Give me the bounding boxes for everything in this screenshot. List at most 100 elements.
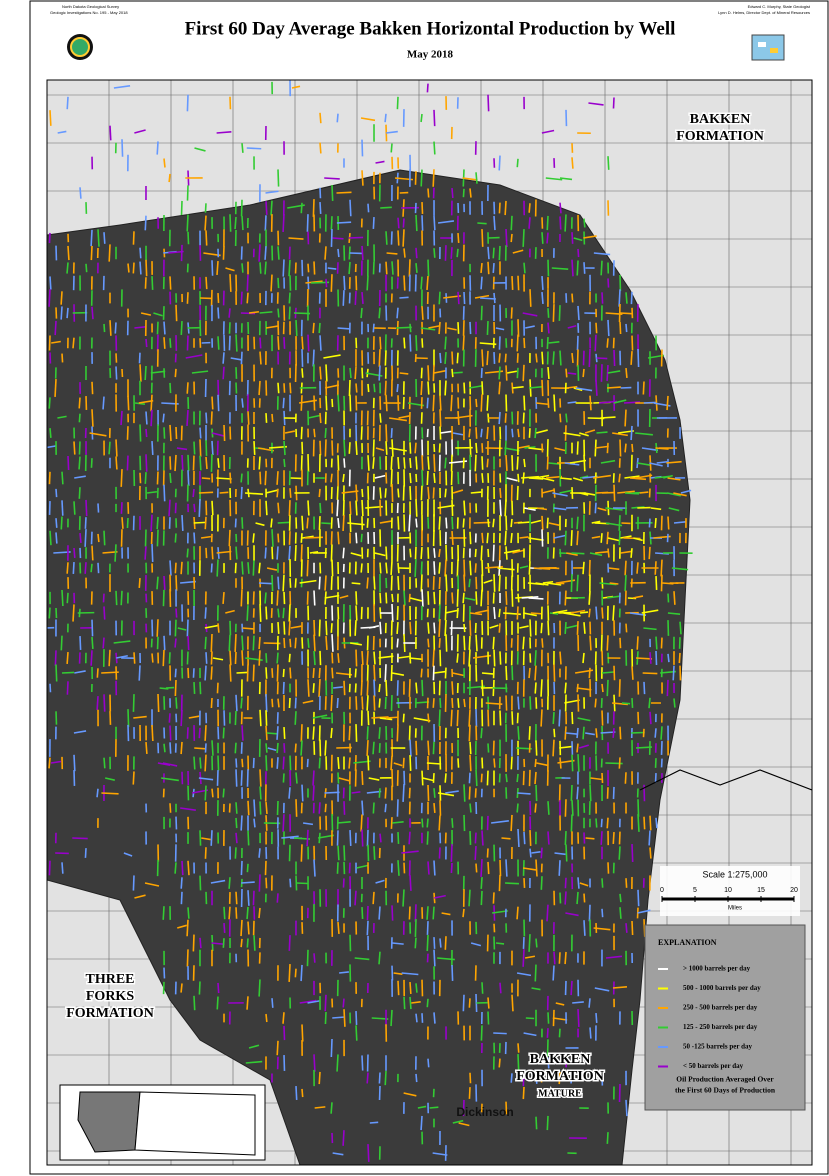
well	[547, 620, 550, 636]
well	[384, 350, 387, 366]
well	[49, 428, 52, 438]
well	[277, 521, 291, 524]
well	[324, 384, 340, 389]
well	[67, 245, 70, 261]
well	[607, 386, 621, 389]
well	[481, 672, 495, 675]
well	[415, 263, 418, 273]
well	[432, 906, 435, 920]
well	[60, 516, 63, 530]
well	[283, 337, 286, 349]
well	[420, 668, 423, 678]
well	[505, 1101, 508, 1115]
well	[372, 261, 375, 275]
well	[559, 651, 562, 665]
well	[271, 413, 274, 423]
well	[240, 770, 243, 786]
well	[444, 667, 447, 679]
well	[437, 792, 455, 797]
well	[588, 559, 591, 577]
well	[247, 830, 250, 846]
well	[330, 623, 333, 633]
well	[470, 942, 482, 947]
well	[396, 96, 399, 110]
well	[337, 394, 340, 412]
well	[246, 147, 262, 150]
well	[115, 366, 118, 380]
well	[331, 652, 334, 664]
well	[211, 396, 214, 410]
well	[108, 244, 111, 262]
well	[493, 923, 496, 933]
well	[546, 215, 549, 231]
well	[673, 492, 687, 497]
well	[559, 216, 562, 230]
well	[474, 454, 477, 472]
well	[355, 275, 358, 291]
well	[240, 312, 256, 315]
well	[228, 335, 231, 351]
well	[216, 559, 219, 577]
well	[294, 697, 297, 709]
well	[649, 815, 652, 831]
well	[330, 1038, 333, 1058]
well	[505, 455, 508, 471]
well	[276, 590, 279, 606]
well	[558, 1071, 561, 1085]
well	[444, 245, 447, 261]
well	[589, 635, 592, 651]
well	[505, 683, 508, 693]
well	[240, 351, 243, 365]
well	[300, 724, 303, 742]
well	[618, 846, 621, 860]
well	[439, 395, 442, 411]
well	[554, 852, 566, 856]
well	[462, 188, 465, 198]
well	[480, 262, 483, 274]
well	[535, 740, 538, 756]
well	[361, 139, 364, 157]
well	[511, 276, 514, 290]
well	[318, 488, 321, 498]
well	[571, 754, 574, 772]
well	[204, 203, 207, 213]
well	[475, 634, 478, 652]
well	[187, 635, 190, 651]
well	[631, 335, 634, 351]
well	[241, 635, 244, 651]
well	[229, 214, 232, 232]
well	[571, 157, 574, 169]
well	[481, 229, 484, 247]
well	[228, 529, 231, 547]
well	[583, 893, 586, 903]
well	[204, 636, 207, 650]
well	[505, 859, 508, 877]
well	[312, 726, 315, 740]
well	[283, 621, 286, 635]
well	[384, 380, 387, 396]
well	[522, 770, 525, 786]
well	[386, 716, 398, 719]
well	[535, 1116, 538, 1130]
well	[438, 638, 441, 648]
well	[487, 246, 490, 260]
well	[600, 698, 603, 708]
well	[649, 462, 663, 467]
well	[174, 668, 177, 678]
well	[199, 937, 202, 949]
well	[295, 772, 298, 784]
well	[223, 424, 226, 442]
well	[507, 370, 517, 374]
well	[522, 412, 525, 424]
well	[546, 1028, 549, 1038]
well	[366, 1072, 369, 1084]
well	[480, 877, 483, 889]
well	[205, 440, 208, 456]
well	[205, 652, 208, 664]
well	[620, 535, 632, 539]
well	[463, 291, 466, 305]
well	[409, 981, 412, 995]
well	[421, 589, 424, 607]
well	[474, 548, 477, 558]
